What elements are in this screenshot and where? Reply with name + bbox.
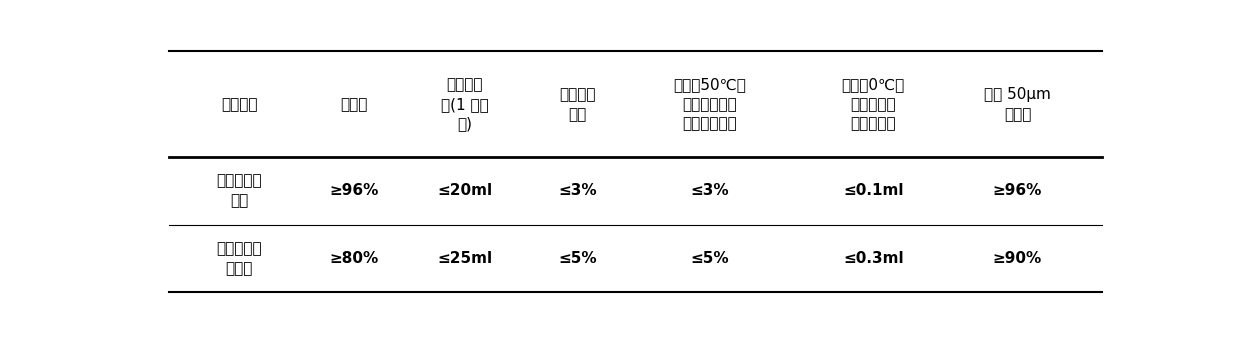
Text: 农药产品规
格要求: 农药产品规 格要求: [216, 241, 262, 276]
Text: ≤0.3ml: ≤0.3ml: [843, 251, 904, 266]
Text: 低温（0℃）
稳定性（离
析物体积）: 低温（0℃） 稳定性（离 析物体积）: [842, 77, 905, 132]
Text: 技术指标: 技术指标: [221, 97, 258, 112]
Text: 悬浮率: 悬浮率: [341, 97, 368, 112]
Text: 通过 50μm
试验筛: 通过 50μm 试验筛: [985, 87, 1052, 122]
Text: ≤0.1ml: ≤0.1ml: [843, 184, 904, 199]
Text: ≤25ml: ≤25ml: [438, 251, 492, 266]
Text: 倾倒后残
余物: 倾倒后残 余物: [559, 87, 596, 122]
Text: 热贮（50℃）
稳定性（有效
成分分解率）: 热贮（50℃） 稳定性（有效 成分分解率）: [673, 77, 746, 132]
Text: ≤5%: ≤5%: [558, 251, 598, 266]
Text: 本发明所有
实例: 本发明所有 实例: [216, 173, 262, 208]
Text: ≥90%: ≥90%: [993, 251, 1042, 266]
Text: ≥96%: ≥96%: [330, 184, 379, 199]
Text: ≥80%: ≥80%: [330, 251, 379, 266]
Text: ≤3%: ≤3%: [691, 184, 729, 199]
Text: ≤5%: ≤5%: [691, 251, 729, 266]
Text: ≤20ml: ≤20ml: [438, 184, 492, 199]
Text: 持久起泡
性(1 分钟
后): 持久起泡 性(1 分钟 后): [441, 77, 489, 132]
Text: ≤3%: ≤3%: [558, 184, 598, 199]
Text: ≥96%: ≥96%: [993, 184, 1042, 199]
